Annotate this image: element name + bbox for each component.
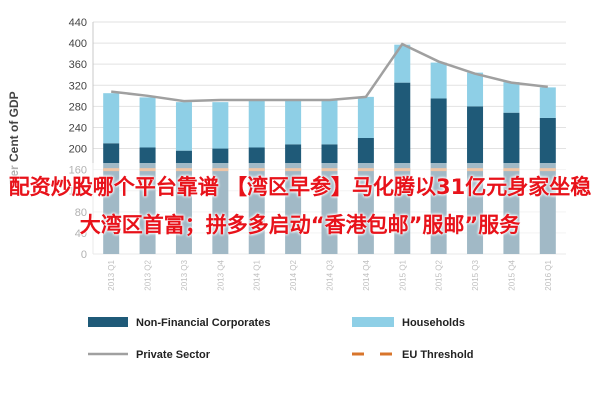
legend-label: Non-Financial Corporates	[136, 317, 270, 329]
y-tick-label: 200	[69, 144, 87, 156]
y-tick-label: 280	[69, 101, 87, 113]
overlay-banner	[0, 163, 600, 291]
bar-households	[357, 96, 374, 138]
bar-households	[503, 82, 520, 113]
bar-households	[430, 62, 447, 99]
y-tick-label: 440	[69, 17, 87, 29]
bar-households	[103, 93, 120, 144]
bar-households	[212, 102, 229, 149]
overlay-headline[interactable]: 配资炒股哪个平台靠谱 【湾区早参】马化腾以31亿元身家坐稳大湾区首富；拼多多启动…	[8, 175, 592, 237]
y-tick-label: 360	[69, 59, 87, 71]
line-private-sector	[111, 42, 548, 103]
bar-households	[321, 98, 338, 145]
legend-swatch	[352, 317, 394, 327]
y-tick-label: 320	[69, 80, 87, 92]
bar-households	[467, 72, 484, 107]
bar-households	[285, 98, 302, 145]
bar-households	[539, 87, 556, 118]
bar-households	[139, 97, 156, 148]
bar-households	[394, 44, 411, 83]
y-axis-title: Per Cent of GDP	[7, 91, 21, 184]
legend-swatch	[88, 317, 128, 327]
bar-households	[248, 100, 265, 148]
legend-label: EU Threshold	[402, 349, 474, 361]
y-tick-label: 400	[69, 38, 87, 50]
legend-label: Private Sector	[136, 349, 211, 361]
y-tick-label: 240	[69, 122, 87, 134]
bar-households	[175, 102, 192, 151]
legend-label: Households	[402, 317, 465, 329]
